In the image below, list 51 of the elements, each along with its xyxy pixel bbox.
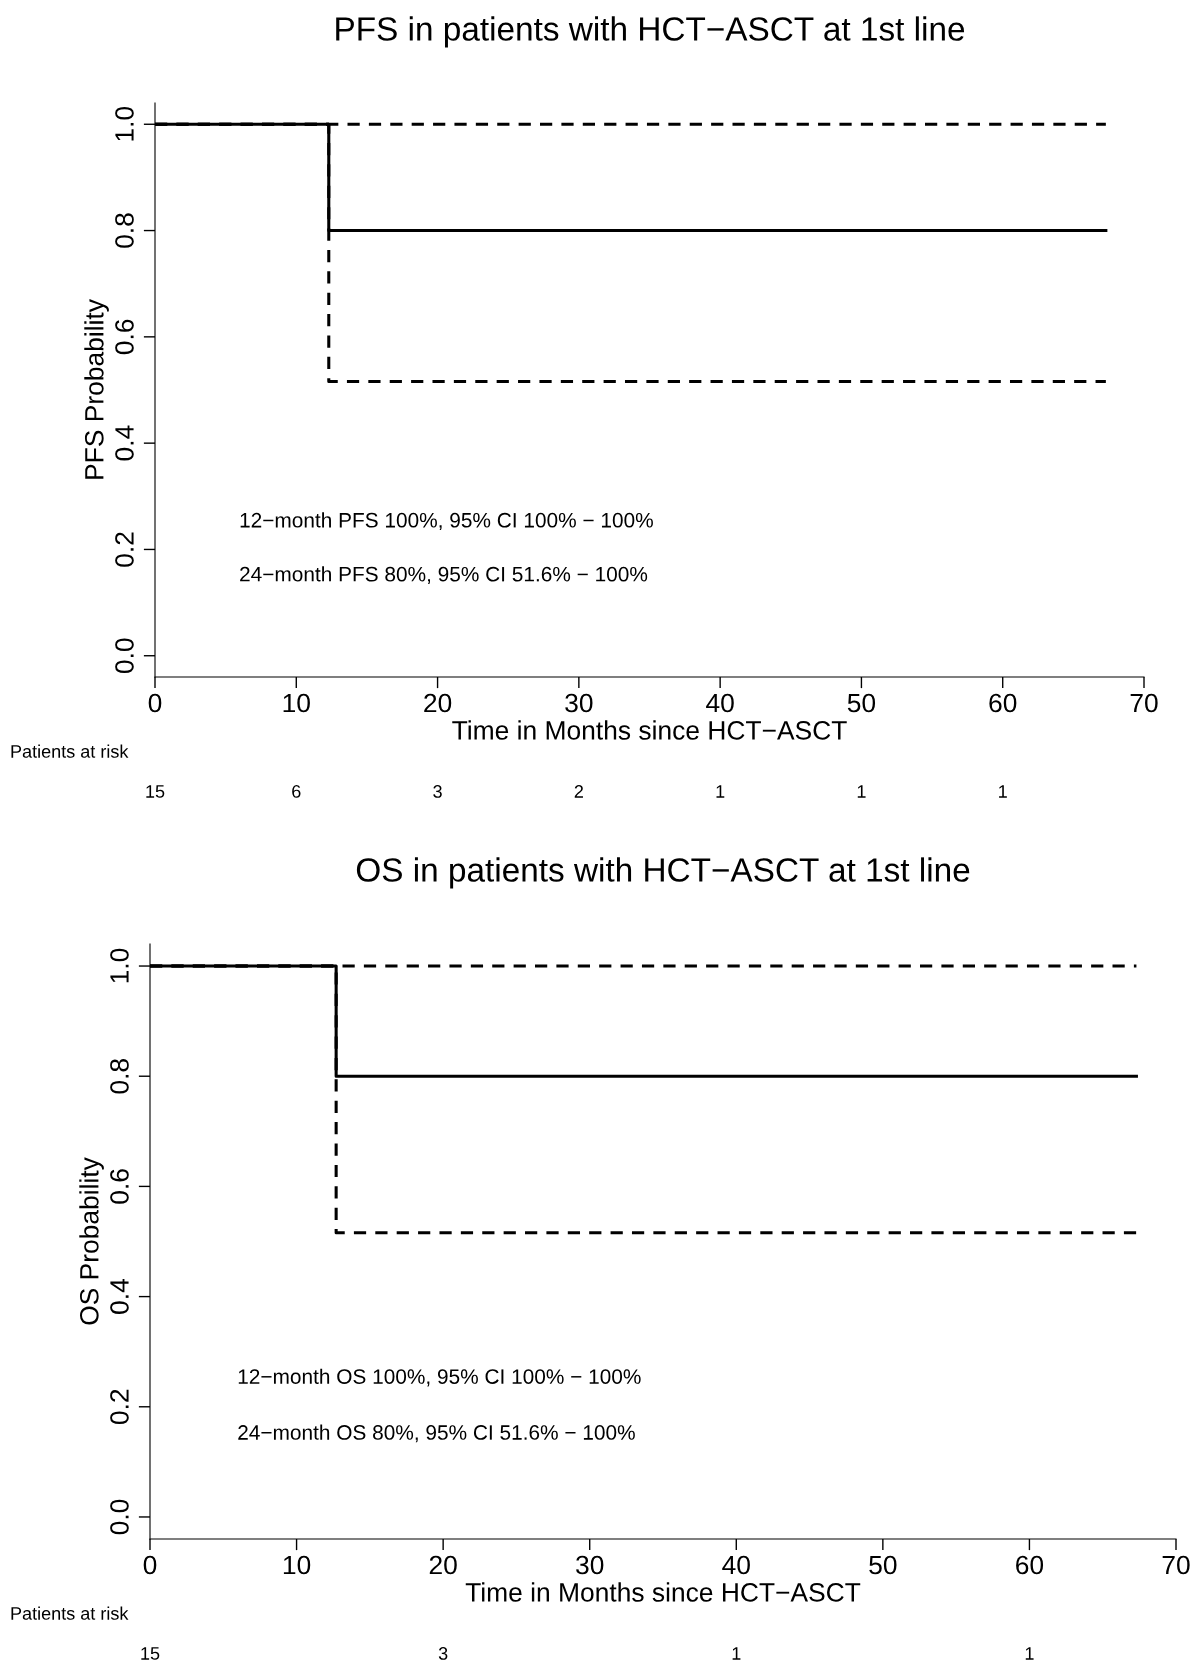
chart-title: PFS in patients with HCT−ASCT at 1st line — [336, 16, 965, 48]
x-tick-label: 30 — [565, 693, 593, 713]
annotation: 12−month OS 100%, 95% CI 100% − 100% — [238, 1368, 641, 1387]
text: 1 — [857, 785, 866, 798]
x-tick-label: 60 — [989, 693, 1017, 713]
text: 1 — [1025, 1647, 1034, 1660]
x-tick-label: 50 — [847, 693, 876, 713]
y-tick-label: 0.8 — [115, 213, 134, 248]
y-axis-title: PFS Probability — [84, 299, 109, 479]
x-tick-label: 30 — [576, 1555, 604, 1575]
annotation: 24−month OS 80%, 95% CI 51.6% − 100% — [238, 1424, 635, 1443]
text: 15 — [146, 785, 165, 798]
text: 3 — [438, 1647, 448, 1660]
y-tick-label: 0.0 — [115, 638, 134, 674]
y-tick-label: 0.2 — [115, 532, 134, 567]
text: 1 — [732, 1647, 741, 1660]
x-tick-label: 20 — [429, 1555, 457, 1575]
text: 6 — [292, 785, 301, 798]
x-tick-label: 70 — [1162, 1555, 1190, 1575]
y-tick-label: 0.4 — [115, 425, 134, 461]
x-tick-label: 0 — [143, 1555, 157, 1575]
y-tick-label: 0.6 — [110, 1169, 129, 1204]
text: 1 — [999, 785, 1007, 798]
x-tick-label: 10 — [283, 1555, 311, 1575]
y-tick-label: 0.6 — [115, 319, 134, 355]
y-tick-label: 1.0 — [115, 106, 134, 141]
text: 2 — [574, 785, 583, 798]
x-axis-title: Time in Months since HCT−ASCT — [465, 1582, 861, 1602]
x-tick-label: 50 — [869, 1555, 897, 1575]
y-tick-label: 0.4 — [110, 1279, 129, 1314]
y-tick-label: 0.8 — [110, 1059, 129, 1094]
y-tick-label: 0.2 — [110, 1389, 129, 1425]
x-tick-label: 40 — [706, 693, 734, 713]
text: 3 — [433, 785, 442, 798]
x-tick-label: 60 — [1016, 1555, 1044, 1575]
y-tick-label: 1.0 — [110, 948, 129, 983]
x-tick-label: 10 — [283, 693, 310, 713]
x-tick-label: 40 — [722, 1555, 750, 1575]
x-tick-label: 70 — [1130, 693, 1158, 713]
y-tick-label: 0.0 — [110, 1499, 129, 1535]
x-axis-title: Time in Months since HCT−ASCT — [452, 720, 847, 740]
chart-title: OS in patients with HCT−ASCT at 1st line — [356, 857, 970, 889]
text: Patients at risk — [11, 1606, 129, 1620]
text: 15 — [141, 1647, 160, 1660]
annotation: 24−month PFS 80%, 95% CI 51.6% − 100% — [240, 566, 648, 585]
annotation: 12−month PFS 100%, 95% CI 100% − 100% — [240, 512, 653, 531]
y-axis-title: OS Probability — [79, 1157, 104, 1325]
x-tick-label: 0 — [148, 693, 162, 713]
text: Patients at risk — [11, 744, 129, 758]
text: 1 — [716, 785, 725, 798]
x-tick-label: 20 — [424, 693, 452, 713]
